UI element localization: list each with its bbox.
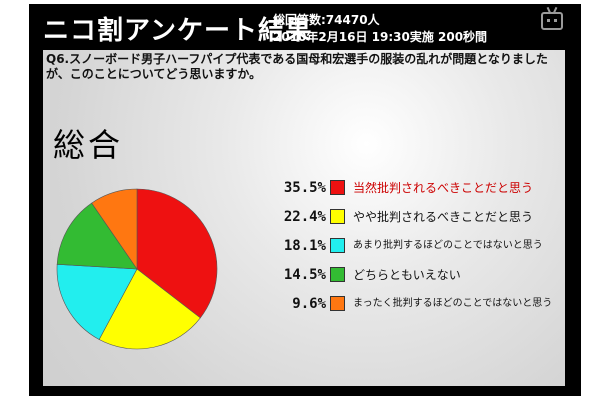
pie-slice-1: [136, 188, 218, 319]
pie-slice-3: [56, 264, 138, 340]
legend-item: 35.5% 当然批判されるべきことだと思う: [43, 179, 565, 197]
chart-title: 総合: [53, 126, 124, 164]
pie-slice-5: [91, 188, 138, 270]
survey-date: 2010年2月16日 19:30実施 200秒間: [273, 30, 488, 44]
legend-label: どちらともいえない: [353, 268, 461, 282]
niconico-tv-icon: [541, 12, 563, 30]
legend-swatch: [330, 267, 345, 282]
legend-item: 9.6% まったく批判するほどのことではないと思う: [43, 295, 565, 313]
legend-swatch: [330, 180, 345, 195]
pie-slice-2: [98, 268, 201, 350]
legend-item: 18.1% あまり批判するほどのことではないと思う: [43, 237, 565, 255]
legend-label: 当然批判されるべきことだと思う: [353, 181, 534, 195]
survey-frame: ニコ割アンケート結果 総回答数:74470人 2010年2月16日 19:30実…: [29, 4, 581, 396]
legend-label: まったく批判するほどのことではないと思う: [353, 298, 553, 309]
legend-percent: 35.5%: [283, 180, 326, 196]
chart-panel: Q6.スノーボード男子ハーフパイプ代表である国母和宏選手の服装の乱れが問題となり…: [43, 50, 565, 386]
pie-chart: [56, 188, 218, 350]
pie-slice-4: [56, 202, 138, 270]
legend-percent: 14.5%: [283, 267, 326, 283]
legend-percent: 22.4%: [283, 209, 326, 225]
legend-label: あまり批判するほどのことではないと思う: [353, 240, 543, 251]
legend-percent: 9.6%: [292, 296, 326, 312]
legend-label: やや批判されるべきことだと思う: [353, 210, 534, 224]
legend-percent: 18.1%: [283, 238, 326, 254]
survey-title: ニコ割アンケート結果: [43, 16, 312, 46]
legend-swatch: [330, 209, 345, 224]
total-votes: 総回答数:74470人: [273, 13, 380, 27]
legend-item: 14.5% どちらともいえない: [43, 266, 565, 284]
legend-swatch: [330, 296, 345, 311]
legend-swatch: [330, 238, 345, 253]
question-text: Q6.スノーボード男子ハーフパイプ代表である国母和宏選手の服装の乱れが問題となり…: [46, 52, 548, 81]
legend-item: 22.4% やや批判されるべきことだと思う: [43, 208, 565, 226]
